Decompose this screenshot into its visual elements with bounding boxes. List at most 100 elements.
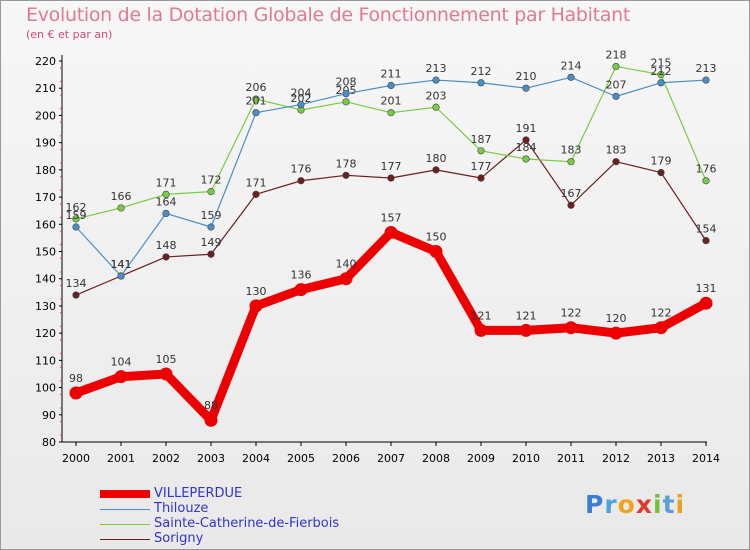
data-point [702, 76, 710, 84]
data-point [207, 250, 215, 258]
data-label: 177 [471, 160, 492, 173]
data-label: 159 [66, 209, 87, 222]
y-tick-label: 120 [35, 327, 56, 340]
data-label: 203 [426, 89, 447, 102]
data-label: 149 [201, 236, 222, 249]
data-point [117, 204, 125, 212]
data-label: 164 [156, 195, 177, 208]
data-point [474, 323, 488, 337]
series-line-villeperdue [71, 227, 711, 425]
data-point [252, 109, 260, 117]
data-label: 157 [381, 211, 402, 224]
data-label: 207 [606, 78, 627, 91]
data-point [612, 92, 620, 100]
data-point [567, 201, 575, 209]
data-point [432, 103, 440, 111]
legend-swatch [100, 538, 150, 540]
data-label: 98 [69, 372, 83, 385]
data-point [477, 79, 485, 87]
legend-swatch [100, 523, 150, 525]
y-tick-label: 190 [35, 137, 56, 150]
data-label: 213 [696, 62, 717, 75]
data-label: 171 [246, 176, 267, 189]
data-point [702, 177, 710, 185]
y-tick-label: 130 [35, 300, 56, 313]
data-point [432, 166, 440, 174]
data-point [159, 367, 173, 381]
data-label: 150 [426, 231, 447, 244]
data-label: 211 [381, 67, 402, 80]
data-label: 121 [516, 309, 537, 322]
data-label: 176 [696, 163, 717, 176]
data-point [249, 299, 263, 313]
data-label: 213 [426, 62, 447, 75]
legend-label: VILLEPERDUE [154, 486, 243, 501]
y-tick-label: 210 [35, 82, 56, 95]
data-point [162, 190, 170, 198]
logo-letter: t [662, 490, 676, 519]
logo-letter: i [653, 490, 663, 519]
data-point [609, 326, 623, 340]
data-point [522, 155, 530, 163]
data-label: 134 [66, 277, 87, 290]
data-label: 206 [246, 81, 267, 94]
data-point [387, 109, 395, 117]
data-label: 141 [111, 258, 132, 271]
data-point [657, 71, 665, 79]
data-label: 191 [516, 122, 537, 135]
data-label: 131 [696, 282, 717, 295]
data-point [387, 81, 395, 90]
data-label: 177 [381, 160, 402, 173]
data-point [564, 321, 578, 335]
data-point [522, 84, 530, 92]
data-point [207, 223, 215, 231]
data-point [342, 98, 350, 106]
data-point [522, 136, 530, 144]
data-point [339, 272, 353, 286]
data-point [342, 171, 350, 179]
data-label: 104 [111, 356, 132, 369]
y-tick-label: 140 [35, 273, 56, 286]
data-label: 166 [111, 190, 132, 203]
data-point [612, 62, 620, 71]
data-label: 136 [291, 269, 312, 282]
data-point [72, 291, 80, 299]
data-label: 179 [651, 155, 672, 168]
data-point [297, 177, 305, 185]
data-label: 140 [336, 258, 357, 271]
proxiti-logo: Proxiti [585, 490, 685, 519]
data-label: 120 [606, 312, 627, 325]
data-label: 121 [471, 309, 492, 322]
legend-label: Thilouze [154, 501, 209, 516]
legend-label: Sainte-Catherine-de-Fierbois [154, 516, 340, 531]
data-point [387, 174, 395, 182]
data-point [114, 370, 128, 384]
data-point [72, 223, 80, 231]
data-label: 88 [204, 399, 218, 412]
data-point [567, 73, 575, 81]
x-tick-label: 2004 [242, 452, 270, 465]
data-point [657, 168, 665, 177]
data-point [702, 237, 710, 245]
data-point [297, 100, 305, 109]
data-label: 162 [66, 201, 87, 214]
data-label: 215 [651, 57, 672, 70]
data-label: 210 [516, 70, 537, 83]
logo-letter: P [585, 490, 605, 519]
data-point [69, 386, 83, 400]
x-tick-label: 2011 [557, 452, 585, 465]
y-tick-label: 90 [42, 409, 56, 422]
y-tick-label: 220 [35, 55, 56, 68]
data-point [519, 323, 533, 337]
y-tick-label: 150 [35, 246, 56, 259]
data-label: 183 [606, 144, 627, 157]
x-tick-label: 2007 [377, 452, 405, 465]
data-label: 214 [561, 59, 582, 72]
data-label: 204 [291, 87, 312, 100]
x-tick-label: 2008 [422, 452, 450, 465]
data-label: 159 [201, 209, 222, 222]
data-point [252, 190, 260, 198]
x-tick-label: 2010 [512, 452, 540, 465]
